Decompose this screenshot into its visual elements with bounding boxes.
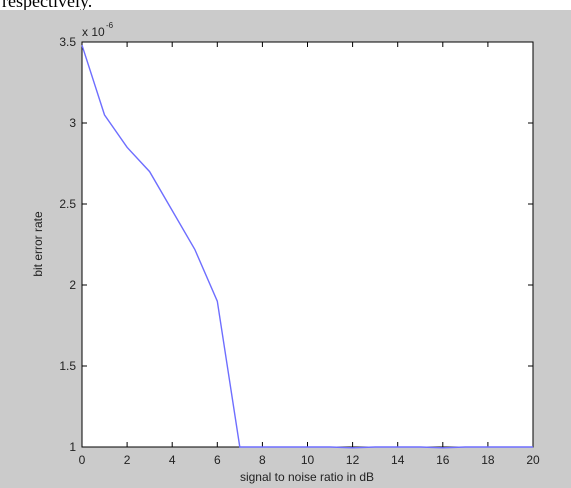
series-group (81, 44, 533, 449)
ber-line-chart: 0 2 4 6 8 10 12 14 16 18 20 1 1.5 2 2.5 3 3.5 signal to… (31, 21, 540, 484)
document-caption-fragment: respectively. (2, 0, 93, 11)
x-tick-label: 4 (169, 453, 176, 467)
plot-area (81, 41, 534, 448)
x-tick-label: 10 (301, 453, 315, 467)
x-tick-label: 16 (436, 453, 450, 467)
y-tick-labels: 1 1.5 2 2.5 3 3.5 (59, 35, 76, 454)
x-tick-labels: 0 2 4 6 8 10 12 14 16 18 20 (79, 453, 540, 467)
x-tick-label: 2 (124, 453, 131, 467)
x-tick-label: 14 (391, 453, 405, 467)
y-tick-label: 3.5 (59, 35, 76, 49)
x-tick-label: 6 (214, 453, 221, 467)
x-tick-label: 18 (481, 453, 495, 467)
x-tick-label: 12 (346, 453, 360, 467)
y-tick-label: 2.5 (59, 197, 76, 211)
x-tick-label: 8 (259, 453, 266, 467)
y-exponent-base: x 10 (82, 25, 105, 39)
x-tick-label: 0 (79, 453, 86, 467)
y-tick-label: 2 (69, 278, 76, 292)
y-axis-label: bit error rate (31, 211, 45, 277)
y-tick-label: 1.5 (59, 359, 76, 373)
axis-ticks (81, 41, 534, 448)
x-tick-label: 20 (526, 453, 540, 467)
x-axis-label: signal to noise ratio in dB (240, 470, 374, 484)
y-exponent-power: -6 (106, 21, 114, 30)
ber-series-line (81, 44, 533, 449)
figure-window: 0 2 4 6 8 10 12 14 16 18 20 1 1.5 2 2.5 3 3.5 signal to… (0, 10, 571, 488)
y-tick-label: 3 (69, 116, 76, 130)
y-tick-label: 1 (69, 440, 76, 454)
